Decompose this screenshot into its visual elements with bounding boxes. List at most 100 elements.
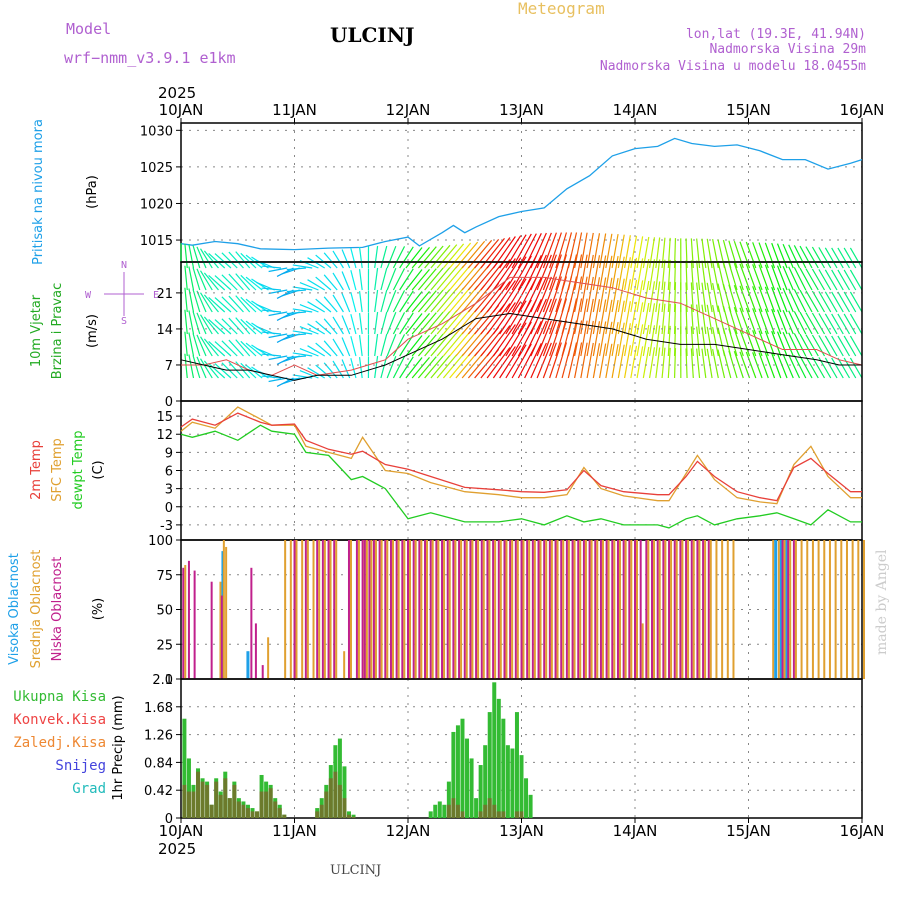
y-tick-label: 75 <box>156 569 173 584</box>
wind-barb <box>480 348 505 379</box>
wind-barb <box>299 370 319 379</box>
wind-barb <box>648 303 656 335</box>
mid-cloud-bar <box>579 540 582 679</box>
convective-precip-bar <box>277 808 282 818</box>
wind-barb <box>717 349 726 379</box>
wind-barb <box>292 308 313 313</box>
wind-barb <box>530 276 547 313</box>
mid-cloud-bar <box>482 540 485 679</box>
mid-cloud-bar <box>343 651 346 679</box>
total-precip-bar <box>501 718 506 818</box>
convective-precip-bar <box>200 781 205 818</box>
low-cloud-bar <box>469 540 472 679</box>
low-cloud-bar <box>531 540 534 679</box>
mid-cloud-bar <box>380 540 383 679</box>
y-tick-label: 12 <box>156 428 173 443</box>
convective-precip-bar <box>501 811 506 818</box>
wind-barb <box>358 247 363 269</box>
y-tick-label: 25 <box>156 638 173 653</box>
low-cloud-bar <box>187 560 190 679</box>
wind-barb <box>776 243 788 269</box>
x-label-top-10JAN: 10JAN <box>159 101 204 119</box>
wind-barb <box>592 277 601 313</box>
wind-barb <box>286 267 307 271</box>
low-cloud-bar <box>696 540 699 679</box>
wind-barb <box>701 260 707 291</box>
wind-barb <box>261 331 282 335</box>
wind-barb <box>733 241 744 269</box>
mid-cloud-bar <box>613 540 616 679</box>
wind-barb <box>424 245 444 269</box>
x-label-top-15JAN: 15JAN <box>726 101 771 119</box>
mid-cloud-bar <box>607 540 610 679</box>
wind-barb <box>771 264 782 291</box>
wind-barb <box>286 333 307 337</box>
wind-barb <box>499 301 522 335</box>
wind-barb <box>214 275 232 291</box>
wind-barb <box>323 318 338 335</box>
wind-barb <box>221 340 238 357</box>
wind-barb <box>380 311 388 335</box>
mid-cloud-bar <box>675 540 678 679</box>
wind-barb <box>449 264 472 291</box>
wind-barb <box>685 260 688 291</box>
low-cloud-bar <box>261 665 264 679</box>
wind-barb <box>399 268 414 291</box>
wind-barb <box>392 356 406 379</box>
wind-ylabel-1: 10m Vjetar <box>29 294 44 367</box>
wind-barb <box>776 309 788 335</box>
total-precip-bar <box>428 811 433 818</box>
wind-barb <box>542 320 557 357</box>
wind-barb <box>728 306 738 335</box>
mid-cloud-bar <box>840 540 843 679</box>
low-cloud-bar <box>662 540 665 679</box>
wind-barb <box>188 354 195 379</box>
wind-barb <box>788 288 801 313</box>
credit-label: made by Angel <box>874 549 890 655</box>
wind-barb <box>805 268 819 291</box>
wind-barb <box>467 239 493 269</box>
lonlat-label: lon,lat (19.3E, 41.94N) <box>686 27 866 42</box>
wind-barb <box>332 250 344 269</box>
wind-barb <box>380 289 388 313</box>
wind-barb <box>411 290 430 313</box>
wind-barb <box>221 296 238 313</box>
wind-barb <box>739 351 751 379</box>
convective-precip-bar <box>196 771 201 818</box>
mid-cloud-bar <box>301 540 304 679</box>
wind-barb <box>824 357 838 379</box>
wind-barb <box>392 312 406 335</box>
wind-barb <box>574 254 583 291</box>
wind-barb <box>380 333 388 357</box>
mid-cloud-bar <box>443 540 446 679</box>
low-cloud-bar <box>316 540 319 679</box>
wind-barb <box>386 355 397 379</box>
mid-cloud-bar <box>630 540 633 679</box>
wind-barb <box>505 278 527 313</box>
wind-barb <box>685 238 688 269</box>
wind-barb <box>208 340 226 357</box>
mid-cloud-bar <box>624 540 627 679</box>
low-cloud-bar <box>582 540 585 679</box>
wind-barb <box>696 304 701 335</box>
wind-barb <box>299 348 319 357</box>
wind-barb <box>240 252 257 269</box>
convective-precip-bar <box>273 801 278 818</box>
precip-legend-1: Konvek.Kisa <box>13 712 106 728</box>
wind-barb <box>184 353 188 379</box>
wind-barb <box>188 310 195 335</box>
wind-barb <box>268 311 288 317</box>
mid-cloud-bar <box>692 540 695 679</box>
wind-barb <box>690 304 694 335</box>
wind-barb <box>332 338 344 357</box>
mid-cloud-bar <box>409 540 411 679</box>
wind-barb <box>849 313 863 335</box>
mid-cloud-bar <box>219 581 222 679</box>
mid-cloud-bar <box>488 540 491 679</box>
wind-barb <box>436 310 458 335</box>
low-cloud-bar <box>622 540 625 679</box>
wind-barb <box>299 304 319 313</box>
wind-barb <box>474 239 500 269</box>
compass-east: E <box>153 290 159 301</box>
